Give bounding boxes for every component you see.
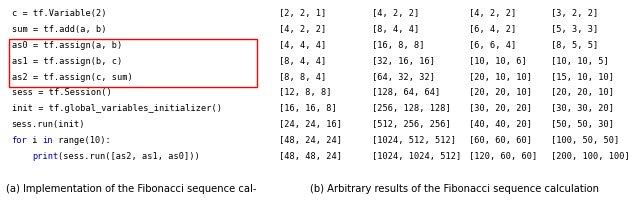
Text: sum = tf.add(a, b): sum = tf.add(a, b) <box>12 25 106 34</box>
Text: [120, 60, 60]: [120, 60, 60] <box>468 152 537 161</box>
Text: [12, 8, 8]: [12, 8, 8] <box>279 88 332 98</box>
Text: [8, 4, 4]: [8, 4, 4] <box>279 57 326 66</box>
Text: [16, 8, 8]: [16, 8, 8] <box>372 41 424 50</box>
Text: [32, 16, 16]: [32, 16, 16] <box>372 57 435 66</box>
Text: c = tf.Variable(2): c = tf.Variable(2) <box>12 9 106 18</box>
Text: [6, 6, 4]: [6, 6, 4] <box>468 41 516 50</box>
Text: [48, 24, 24]: [48, 24, 24] <box>279 136 342 145</box>
Text: [8, 4, 4]: [8, 4, 4] <box>372 25 419 34</box>
Text: as0 = tf.assign(a, b): as0 = tf.assign(a, b) <box>12 41 122 50</box>
Text: [20, 20, 10]: [20, 20, 10] <box>551 88 614 98</box>
Text: [4, 4, 4]: [4, 4, 4] <box>279 41 326 50</box>
Text: as1 = tf.assign(b, c): as1 = tf.assign(b, c) <box>12 57 122 66</box>
Text: as2 = tf.assign(c, sum): as2 = tf.assign(c, sum) <box>12 73 132 82</box>
Text: [5, 3, 3]: [5, 3, 3] <box>551 25 598 34</box>
Text: [1024, 512, 512]: [1024, 512, 512] <box>372 136 456 145</box>
Text: [30, 30, 20]: [30, 30, 20] <box>551 104 614 113</box>
Text: [15, 10, 10]: [15, 10, 10] <box>551 73 614 82</box>
Text: [16, 16, 8]: [16, 16, 8] <box>279 104 337 113</box>
Text: [100, 50, 50]: [100, 50, 50] <box>551 136 620 145</box>
Text: [64, 32, 32]: [64, 32, 32] <box>372 73 435 82</box>
Text: [256, 128, 128]: [256, 128, 128] <box>372 104 451 113</box>
Text: [200, 100, 100]: [200, 100, 100] <box>551 152 630 161</box>
Text: [24, 24, 16]: [24, 24, 16] <box>279 120 342 129</box>
Text: [3, 2, 2]: [3, 2, 2] <box>551 9 598 18</box>
Text: (b) Arbitrary results of the Fibonacci sequence calculation: (b) Arbitrary results of the Fibonacci s… <box>310 184 599 194</box>
Text: [20, 10, 10]: [20, 10, 10] <box>468 73 532 82</box>
Text: print: print <box>32 152 58 161</box>
Text: [2, 2, 1]: [2, 2, 1] <box>279 9 326 18</box>
Text: [20, 20, 10]: [20, 20, 10] <box>468 88 532 98</box>
Text: range(10):: range(10): <box>53 136 111 145</box>
Text: [50, 50, 30]: [50, 50, 30] <box>551 120 614 129</box>
Text: [10, 10, 6]: [10, 10, 6] <box>468 57 527 66</box>
Text: sess.run(init): sess.run(init) <box>12 120 85 129</box>
Text: [512, 256, 256]: [512, 256, 256] <box>372 120 451 129</box>
Text: [128, 64, 64]: [128, 64, 64] <box>372 88 440 98</box>
Text: init = tf.global_variables_initializer(): init = tf.global_variables_initializer() <box>12 104 221 113</box>
Text: for: for <box>12 136 28 145</box>
Text: (a) Implementation of the Fibonacci sequence cal-: (a) Implementation of the Fibonacci sequ… <box>6 184 257 194</box>
Text: i: i <box>27 136 43 145</box>
Text: [8, 5, 5]: [8, 5, 5] <box>551 41 598 50</box>
Text: [40, 40, 20]: [40, 40, 20] <box>468 120 532 129</box>
Text: [4, 2, 2]: [4, 2, 2] <box>468 9 516 18</box>
Text: [8, 8, 4]: [8, 8, 4] <box>279 73 326 82</box>
Text: [30, 20, 20]: [30, 20, 20] <box>468 104 532 113</box>
Text: [1024, 1024, 512]: [1024, 1024, 512] <box>372 152 461 161</box>
Text: [60, 60, 60]: [60, 60, 60] <box>468 136 532 145</box>
Text: sess = tf.Session(): sess = tf.Session() <box>12 88 111 98</box>
Text: [6, 4, 2]: [6, 4, 2] <box>468 25 516 34</box>
Text: [4, 2, 2]: [4, 2, 2] <box>372 9 419 18</box>
Text: [4, 2, 2]: [4, 2, 2] <box>279 25 326 34</box>
Text: in: in <box>42 136 53 145</box>
Text: [48, 48, 24]: [48, 48, 24] <box>279 152 342 161</box>
Text: [10, 10, 5]: [10, 10, 5] <box>551 57 609 66</box>
Text: (sess.run([as2, as1, as0])): (sess.run([as2, as1, as0])) <box>58 152 200 161</box>
